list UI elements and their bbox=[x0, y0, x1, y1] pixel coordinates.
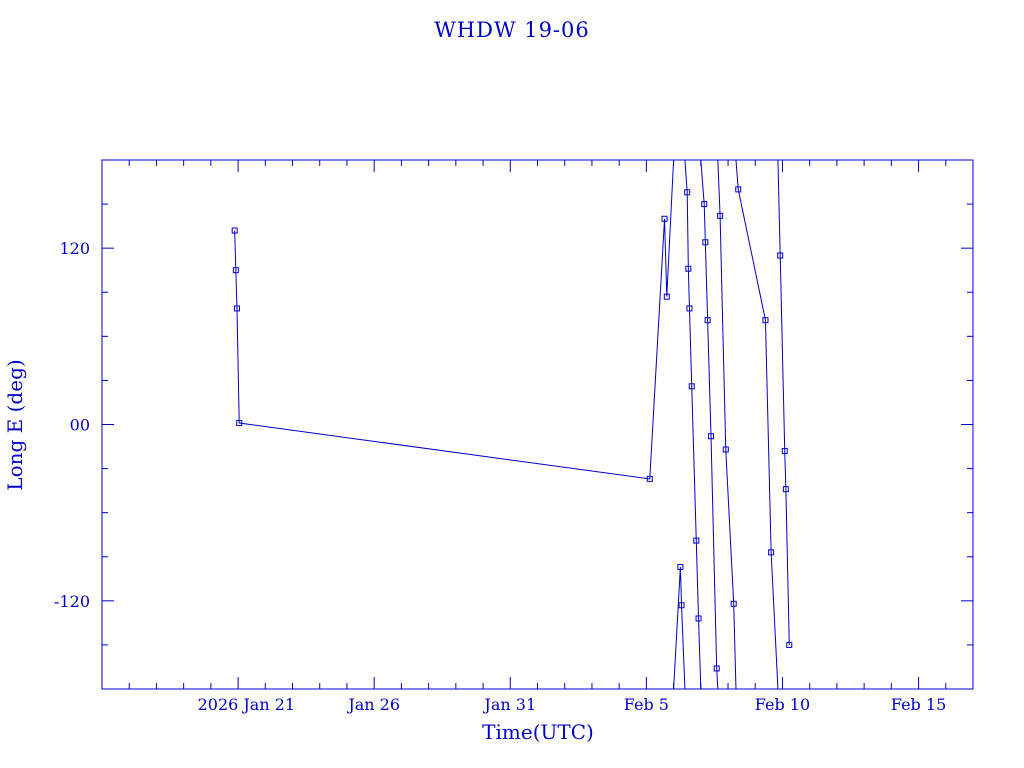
y-axis-label: Long E (deg) bbox=[3, 359, 27, 490]
data-point-marker bbox=[693, 537, 700, 544]
data-point-marker bbox=[685, 265, 692, 272]
data-point-marker bbox=[231, 227, 238, 234]
series-line-segment bbox=[735, 159, 779, 690]
data-point-marker bbox=[688, 383, 695, 390]
data-point-marker bbox=[735, 186, 742, 193]
data-point-marker bbox=[786, 641, 793, 648]
series-line-segment bbox=[777, 159, 790, 645]
data-point-marker bbox=[730, 600, 737, 607]
x-axis-label: Time(UTC) bbox=[482, 720, 594, 744]
y-axis-tick-labels: 120 00 -120 bbox=[54, 239, 90, 611]
data-point-marker bbox=[661, 215, 668, 222]
x-axis-ticks bbox=[128, 160, 947, 689]
data-point-marker bbox=[678, 602, 685, 609]
data-point-marker bbox=[236, 420, 243, 427]
y-tick-label: 00 bbox=[70, 416, 90, 435]
data-point-marker bbox=[233, 305, 240, 312]
data-point-marker bbox=[762, 317, 769, 324]
x-tick-label: Feb 5 bbox=[624, 695, 669, 714]
data-point-marker bbox=[782, 486, 789, 493]
x-tick-label: 2026 Jan 21 bbox=[198, 695, 296, 714]
data-point-marker bbox=[768, 549, 775, 556]
data-point-marker bbox=[708, 433, 715, 440]
data-point-marker bbox=[704, 317, 711, 324]
x-tick-label: Jan 26 bbox=[346, 695, 400, 714]
series-lines bbox=[234, 159, 790, 690]
data-point-marker bbox=[677, 564, 684, 571]
y-tick-label: 120 bbox=[59, 239, 90, 258]
data-point-marker bbox=[701, 201, 708, 208]
series-line-segment bbox=[700, 159, 719, 690]
plot-frame bbox=[101, 159, 974, 690]
series-line-segment bbox=[234, 159, 675, 480]
series-line-segment bbox=[684, 159, 702, 690]
data-point-marker bbox=[777, 252, 784, 259]
x-axis-tick-labels: 2026 Jan 21 Jan 26 Jan 31 Feb 5 Feb 10 Feb 15 bbox=[198, 695, 947, 714]
y-axis-ticks bbox=[102, 203, 973, 646]
series-markers bbox=[231, 186, 793, 672]
chart-title: WHDW 19-06 bbox=[434, 18, 590, 42]
data-point-marker bbox=[663, 293, 670, 300]
data-point-marker bbox=[684, 189, 691, 196]
data-point-marker bbox=[686, 305, 693, 312]
data-point-marker bbox=[232, 267, 239, 274]
data-point-marker bbox=[646, 475, 653, 482]
series-line-segment bbox=[673, 567, 686, 690]
data-point-marker bbox=[702, 239, 709, 246]
data-point-marker bbox=[713, 665, 720, 672]
series-line-segment bbox=[717, 159, 737, 690]
x-tick-label: Feb 15 bbox=[891, 695, 946, 714]
x-tick-label: Jan 31 bbox=[482, 695, 536, 714]
y-tick-label: -120 bbox=[54, 592, 90, 611]
x-tick-label: Feb 10 bbox=[755, 695, 810, 714]
data-point-marker bbox=[717, 212, 724, 219]
data-point-marker bbox=[781, 447, 788, 454]
data-point-marker bbox=[722, 446, 729, 453]
data-point-marker bbox=[695, 615, 702, 622]
